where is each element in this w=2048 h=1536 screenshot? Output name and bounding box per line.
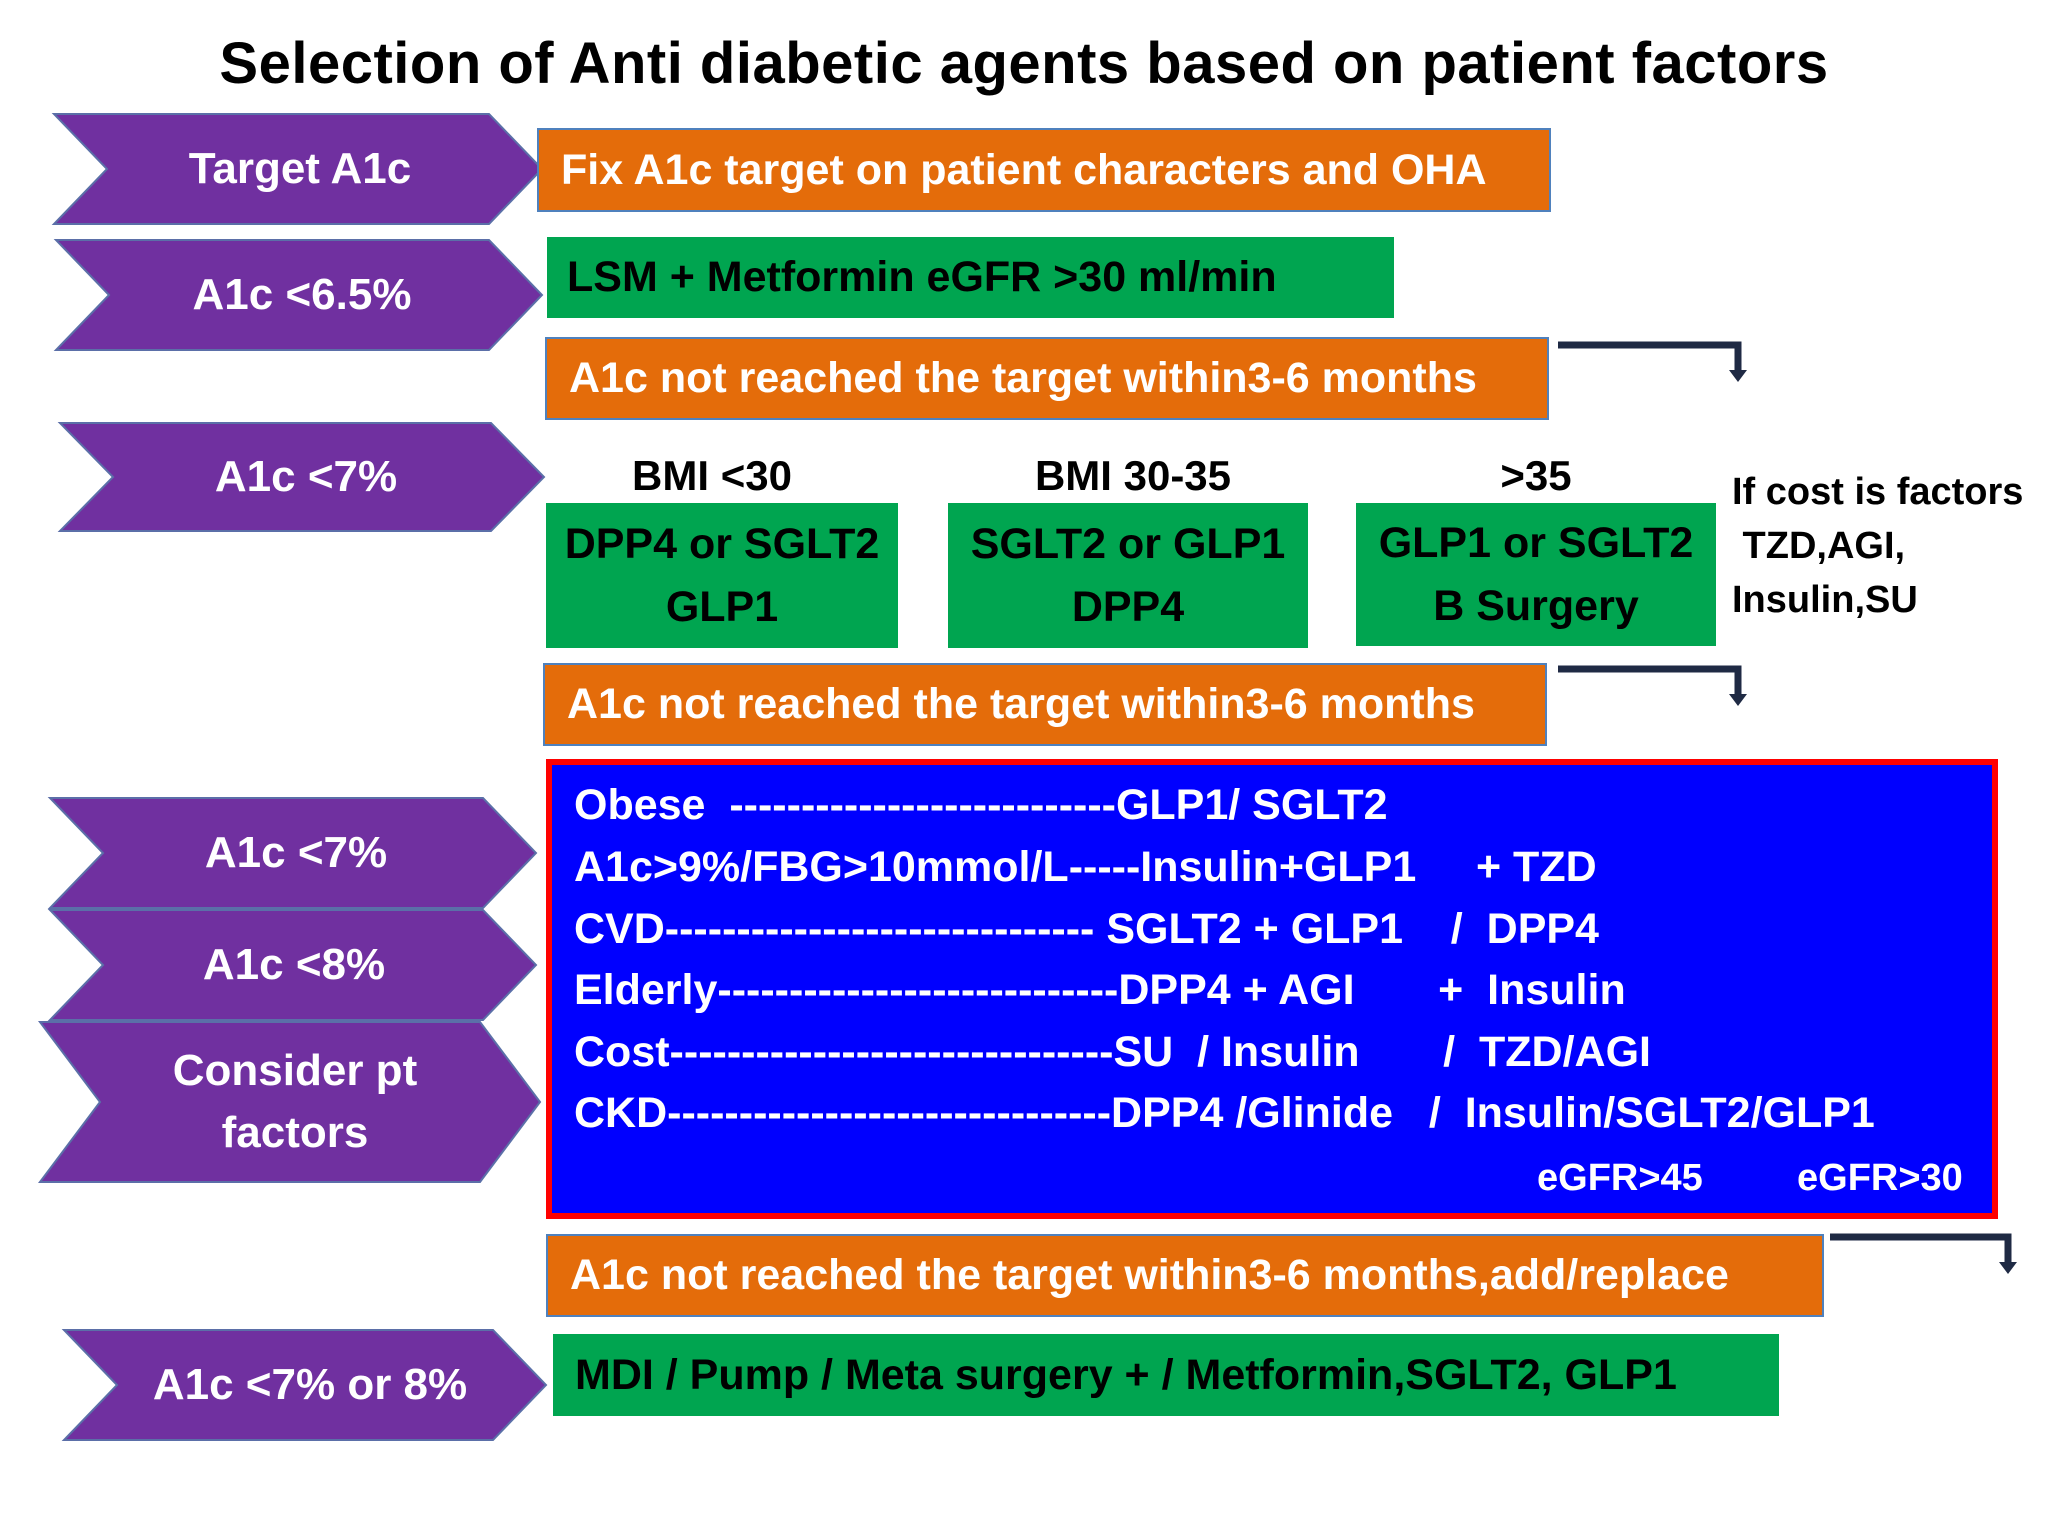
chevron-a1c-7: A1c <7% [214,452,398,502]
step-lsm-metformin: LSM + Metformin eGFR >30 ml/min [547,237,1394,318]
factor-row-a1c-fbg: A1c>9%/FBG>10mmol/L-----Insulin+GLP1 + T… [574,843,1597,891]
bmi-box-line: GLP1 or SGLT2 [1378,519,1694,568]
chevron-shape [47,797,538,909]
chevron-a1c-6-5: A1c <6.5% [192,270,412,320]
chevron-target-a1c: Target A1c [188,144,412,194]
final-step-box: MDI / Pump / Meta surgery + / Metformin,… [553,1334,1779,1416]
cost-note: If cost is factors TZD,AGI, Insulin,SU [1732,466,2023,628]
step-fix-target: Fix A1c target on patient characters and… [537,128,1551,212]
bmi-box-gt35: GLP1 or SGLT2 B Surgery [1356,503,1716,646]
bent-arrow-icon [1558,341,1747,382]
bmi-header-30-35: BMI 30-35 [1034,452,1232,499]
chevron-consider-pt-factors: Consider pt factors [172,1046,418,1157]
cost-note-line: If cost is factors [1732,471,2024,513]
page-title: Selection of Anti diabetic agents based … [219,31,1829,96]
chevron-a1c-8: A1c <8% [202,940,386,990]
factor-row-cost: Cost-------------------------------SU / … [574,1028,1651,1076]
egfr-note-45: eGFR>45 [1537,1157,1703,1199]
not-reached-box-1: A1c not reached the target within3-6 mon… [545,337,1549,420]
bmi-header-lt30: BMI <30 [632,452,792,499]
egfr-note-30: eGFR>30 [1797,1157,1963,1199]
chevron-a1c-7-second: A1c <7% [204,828,388,878]
chevron-shape [47,909,538,1021]
not-reached-box-2: A1c not reached the target within3-6 mon… [543,663,1547,746]
bent-arrow-icon [1558,665,1747,706]
chevron-shape [61,1329,548,1441]
patient-factors-box: Obese ---------------------------GLP1/ S… [546,759,1998,1219]
not-reached-box-3: A1c not reached the target within3-6 mon… [546,1234,1824,1317]
chevron-shape [57,422,546,532]
chevron-shape [53,239,544,351]
chevron-shape [38,1021,542,1183]
bmi-box-line: B Surgery [1433,581,1639,630]
factor-row-obese: Obese ---------------------------GLP1/ S… [574,781,1388,829]
factor-row-elderly: Elderly----------------------------DPP4 … [574,966,1626,1014]
bmi-box-lt30: DPP4 or SGLT2 GLP1 [546,503,898,648]
bmi-header-gt35: >35 [1500,452,1572,499]
bent-arrow-icon [1830,1233,2017,1274]
bmi-box-line: SGLT2 or GLP1 [970,520,1286,569]
factor-row-ckd: CKD-------------------------------DPP4 /… [574,1089,1875,1137]
cost-note-line: TZD,AGI, [1732,524,1906,567]
factor-row-cvd: CVD------------------------------ SGLT2 … [574,905,1599,953]
bmi-box-line: GLP1 [665,582,779,631]
cost-note-line: Insulin,SU [1732,578,1918,621]
bmi-box-line: DPP4 [1071,582,1185,631]
chevron-a1c-7-or-8: A1c <7% or 8% [152,1360,468,1410]
bmi-box-30-35: SGLT2 or GLP1 DPP4 [948,503,1308,648]
bmi-box-line: DPP4 or SGLT2 [564,520,880,569]
chevron-shape [51,113,544,225]
